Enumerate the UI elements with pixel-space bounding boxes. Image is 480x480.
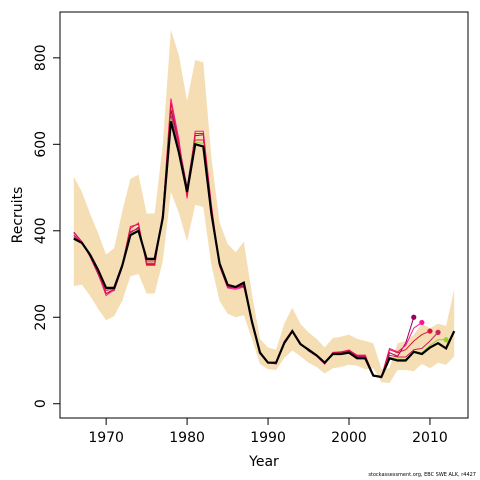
plot-frame — [59, 11, 469, 419]
y-tick-label-400: 400 — [33, 217, 49, 244]
x-tick-label-1990: 1990 — [250, 430, 286, 446]
y-tick-label-800: 800 — [33, 44, 49, 71]
estimate-series-line — [73, 121, 456, 379]
y-axis-title: Recruits — [10, 187, 26, 244]
x-tick-label-2000: 2000 — [331, 430, 367, 446]
y-tick-label-200: 200 — [33, 304, 49, 331]
retro-endpoint-3 — [427, 328, 433, 334]
x-tick-label-2010: 2010 — [412, 430, 448, 446]
retro-endpoint-5 — [443, 337, 449, 343]
series-lines-layer — [73, 98, 456, 379]
retro-endpoints-layer — [411, 314, 449, 343]
y-axis: 0 200 400 600 800 — [33, 44, 60, 408]
x-tick-label-1970: 1970 — [88, 430, 124, 446]
retro-endpoint-2 — [419, 319, 425, 326]
y-tick-label-600: 600 — [33, 131, 49, 158]
confidence-band — [73, 29, 455, 383]
x-axis-title: Year — [248, 454, 279, 470]
x-tick-label-1980: 1980 — [169, 430, 205, 446]
footnote: stockassessment.org, EBC SWE ALK, r4427 — [368, 472, 476, 478]
confidence-band-layer — [73, 29, 455, 383]
y-tick-label-0: 0 — [33, 399, 49, 408]
retro-endpoint-1 — [411, 314, 417, 320]
retro-endpoint-4 — [435, 329, 441, 335]
x-axis: 1970 1980 1990 2000 2010 — [88, 418, 448, 446]
